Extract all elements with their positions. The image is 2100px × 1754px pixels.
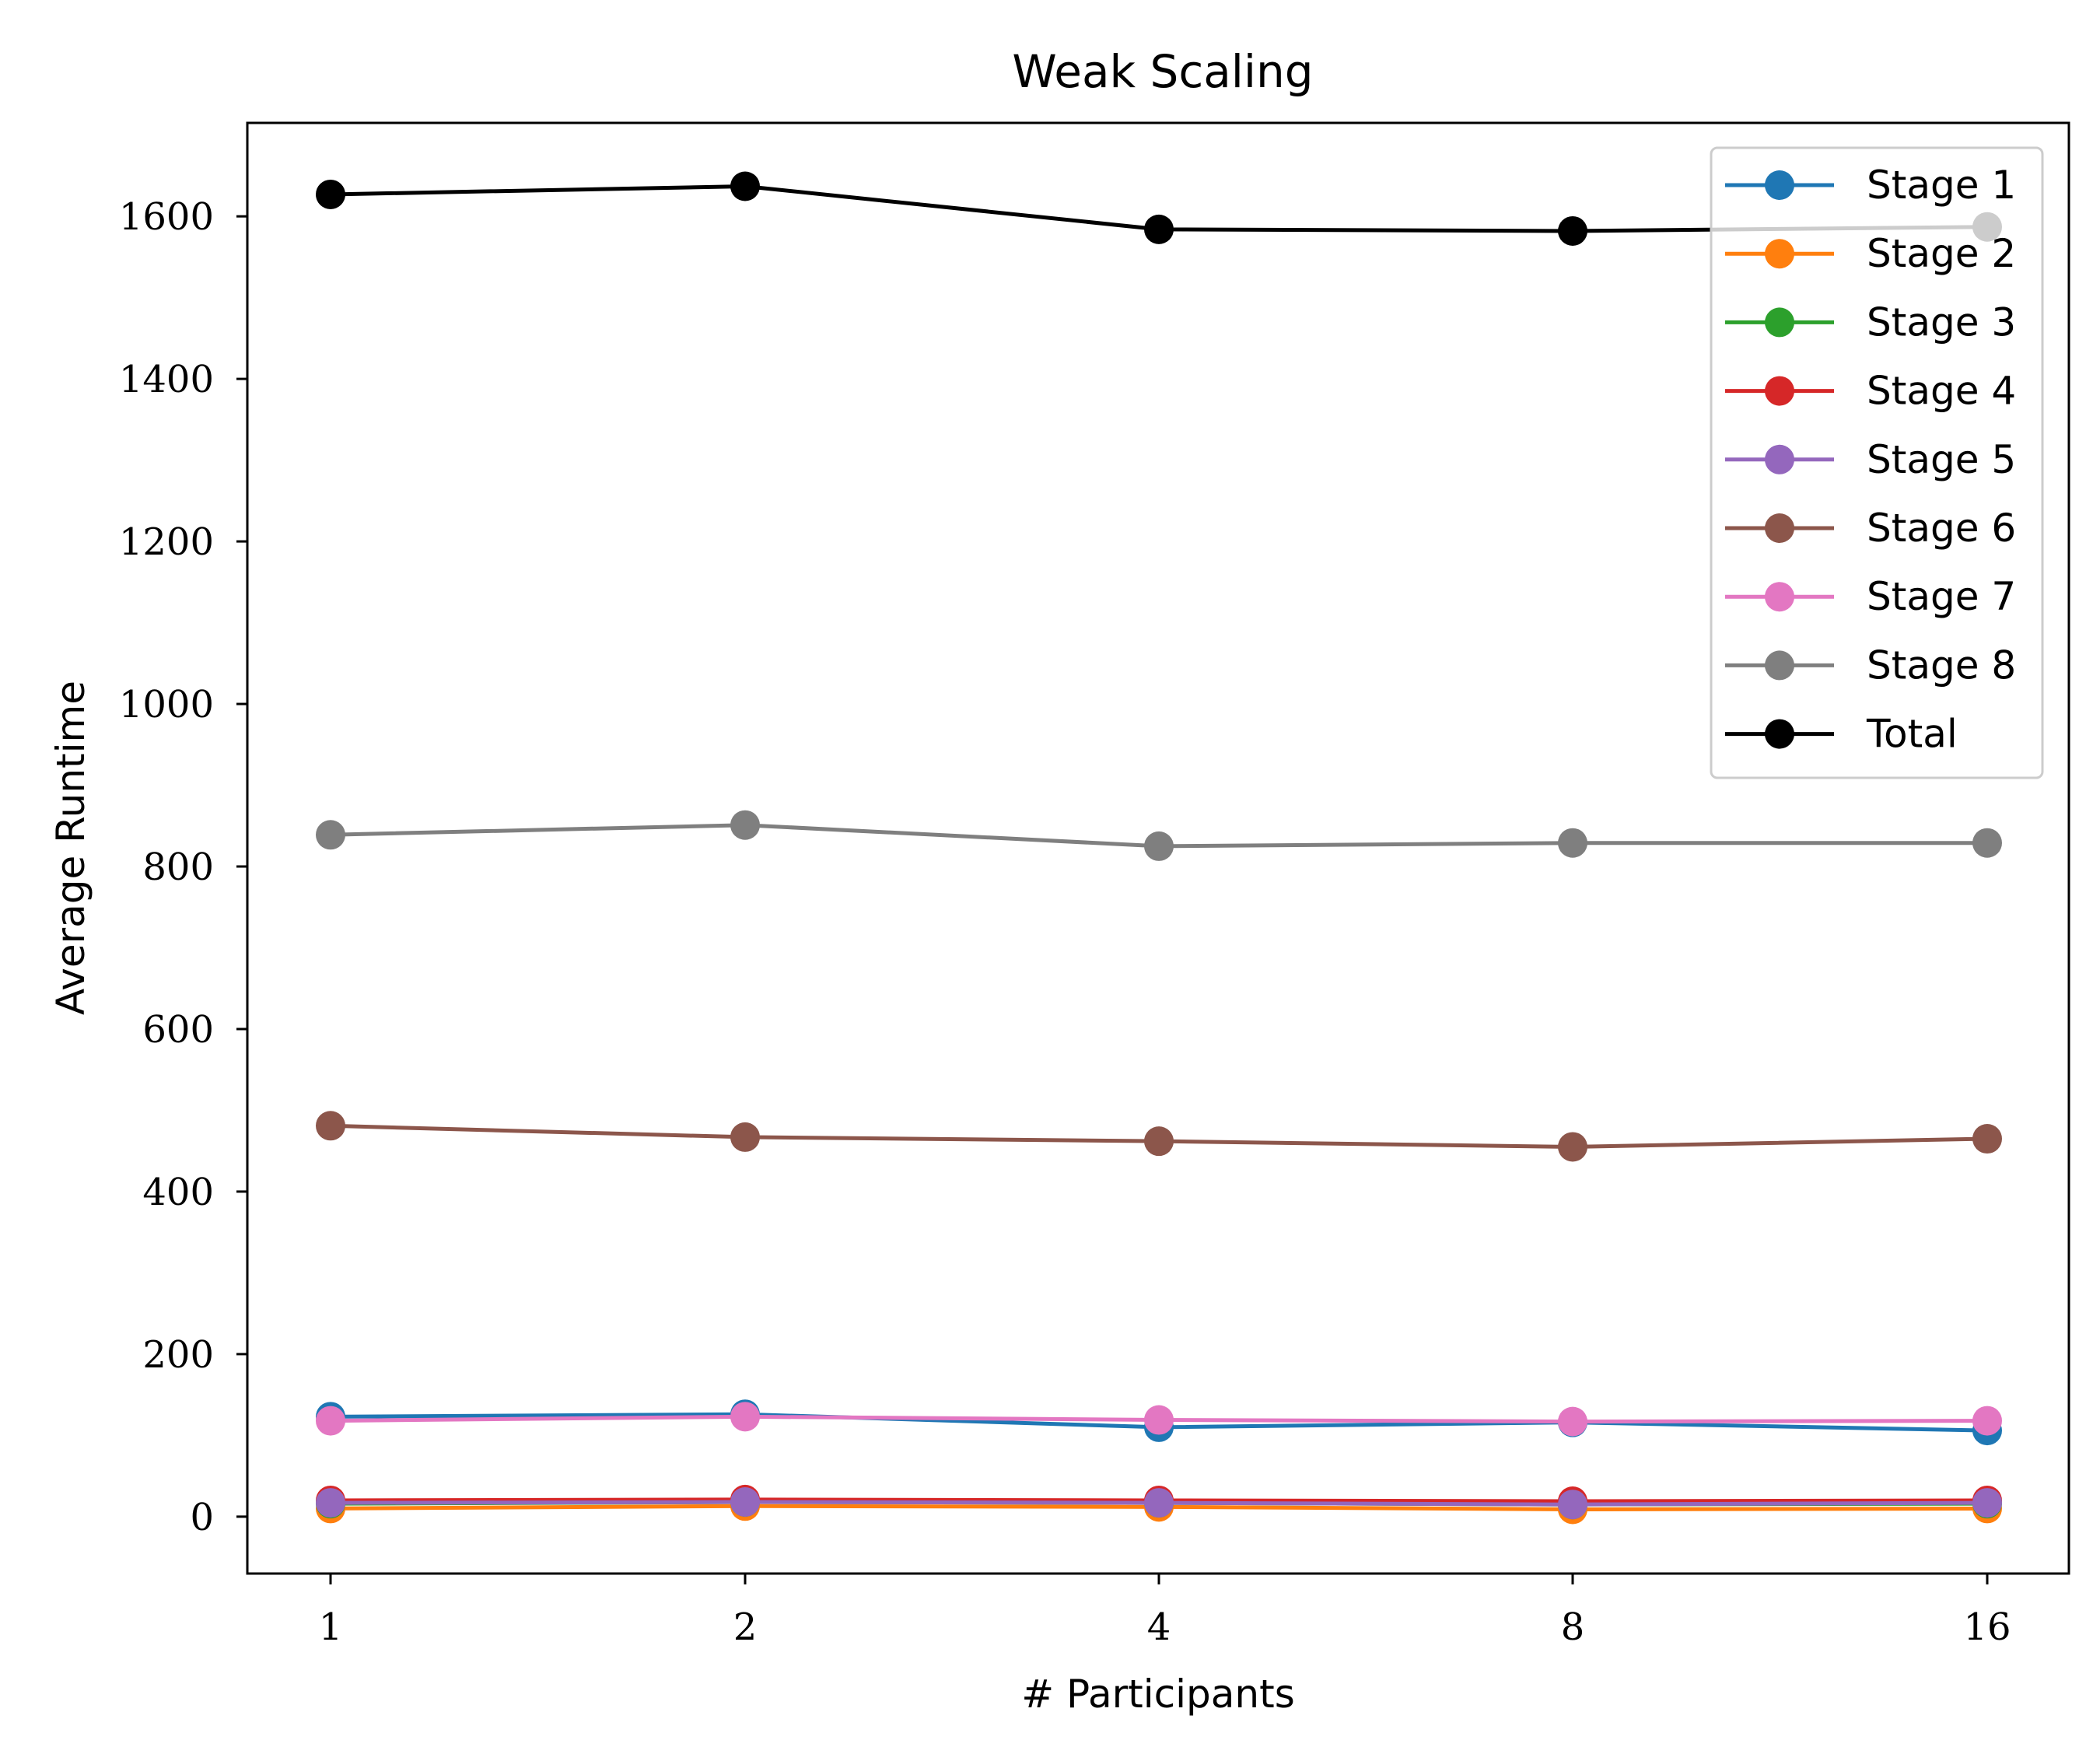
y-tick-label: 1000 (119, 683, 214, 726)
data-point-total (316, 179, 345, 209)
data-point-stage-8 (316, 820, 345, 850)
x-tick-label: 4 (1147, 1605, 1171, 1649)
data-point-stage-7 (1972, 1406, 2002, 1436)
data-point-stage-5 (1144, 1488, 1174, 1518)
data-point-stage-6 (1972, 1124, 2002, 1154)
legend-swatch-marker (1765, 650, 1794, 681)
legend-entry-stage-5: Stage 5 (1725, 437, 2016, 482)
x-axis: 1 2 4 8 16 (319, 1574, 2011, 1649)
data-point-stage-7 (730, 1402, 760, 1432)
legend-entry-total: Total (1725, 712, 1958, 757)
y-tick-label: 1400 (119, 358, 214, 401)
data-point-stage-6 (316, 1111, 345, 1141)
legend-swatch-marker (1765, 239, 1794, 269)
series-stage-6 (316, 1111, 2002, 1162)
legend-label: Stage 6 (1867, 506, 2016, 551)
data-point-stage-5 (316, 1488, 345, 1518)
data-point-total (1558, 215, 1587, 246)
data-point-stage-5 (1972, 1488, 2002, 1518)
x-tick-label: 8 (1561, 1605, 1585, 1649)
legend-swatch-marker (1765, 444, 1794, 474)
legend-swatch-marker (1765, 170, 1794, 200)
legend-entry-stage-4: Stage 4 (1725, 369, 2016, 414)
series-layer (316, 171, 2002, 1525)
legend-swatch-marker (1765, 513, 1794, 543)
legend-label: Total (1866, 712, 1958, 757)
legend-label: Stage 3 (1867, 299, 2016, 345)
data-point-total (730, 171, 760, 201)
legend-swatch-marker (1765, 307, 1794, 338)
data-point-stage-6 (730, 1122, 760, 1152)
y-tick-label: 1600 (119, 195, 214, 239)
legend-entry-stage-8: Stage 8 (1725, 642, 2016, 688)
data-point-stage-8 (1972, 828, 2002, 858)
legend-entry-stage-6: Stage 6 (1725, 506, 2016, 551)
x-tick-label: 2 (733, 1605, 758, 1649)
series-stage-5 (316, 1487, 2002, 1520)
data-point-stage-7 (1558, 1406, 1587, 1437)
legend-label: Stage 4 (1867, 369, 2016, 414)
data-point-stage-7 (1144, 1405, 1174, 1435)
legend-entry-stage-3: Stage 3 (1725, 299, 2016, 345)
y-tick-label: 400 (142, 1171, 214, 1214)
y-axis: 0 200 400 600 800 1000 1200 1400 1600 (119, 195, 247, 1539)
x-tick-label: 16 (1963, 1605, 2011, 1649)
legend-entry-stage-7: Stage 7 (1725, 574, 2016, 619)
y-axis-label: Average Runtime (48, 681, 93, 1015)
y-tick-label: 800 (142, 845, 214, 889)
legend-label: Stage 2 (1867, 231, 2016, 276)
data-point-stage-5 (1558, 1490, 1587, 1520)
legend-label: Stage 8 (1867, 642, 2016, 688)
legend-entry-stage-1: Stage 1 (1725, 163, 2016, 208)
data-point-stage-6 (1558, 1132, 1587, 1162)
y-tick-label: 0 (190, 1496, 214, 1539)
legend-box (1710, 146, 2044, 779)
series-stage-7 (316, 1402, 2002, 1437)
y-tick-label: 1200 (119, 520, 214, 564)
legend-swatch-marker (1765, 376, 1794, 406)
legend: Stage 1 Stage 2 Stage 3 Stage 4 Stage 5 Stage… (1710, 146, 2044, 779)
data-point-stage-5 (730, 1487, 760, 1518)
legend-swatch-marker (1765, 719, 1794, 749)
legend-swatch-marker (1765, 582, 1794, 612)
data-point-stage-8 (1144, 831, 1174, 861)
data-point-stage-8 (1558, 828, 1587, 858)
x-axis-label: # Participants (1021, 1672, 1295, 1717)
y-tick-label: 200 (142, 1333, 214, 1377)
legend-label: Stage 5 (1867, 437, 2016, 482)
chart-title: Weak Scaling (1012, 45, 1313, 98)
legend-entry-stage-2: Stage 2 (1725, 231, 2016, 276)
x-tick-label: 1 (319, 1605, 343, 1649)
series-stage-8 (316, 810, 2002, 861)
data-point-total (1144, 214, 1174, 244)
y-tick-label: 600 (142, 1008, 214, 1052)
data-point-stage-6 (1144, 1126, 1174, 1157)
data-point-stage-7 (316, 1406, 345, 1436)
data-point-stage-8 (730, 810, 760, 840)
legend-label: Stage 7 (1867, 574, 2016, 619)
legend-label: Stage 1 (1867, 163, 2016, 208)
